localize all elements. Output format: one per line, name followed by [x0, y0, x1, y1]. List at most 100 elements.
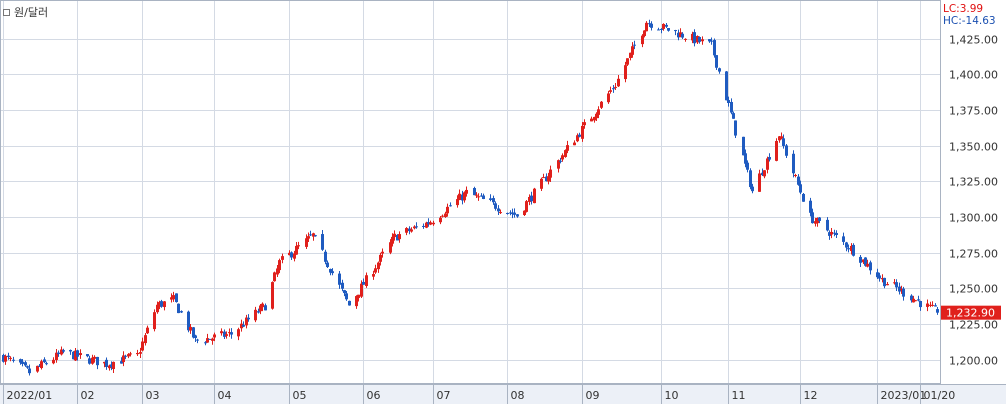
candle-body [124, 355, 127, 357]
candle-body [136, 352, 139, 355]
candle-body [120, 361, 123, 364]
x-axis-bar[interactable] [0, 384, 1006, 404]
candle-body [845, 242, 848, 248]
candle-body [713, 40, 716, 56]
candle-body [881, 277, 884, 280]
candle-body [919, 301, 922, 308]
candle-body [662, 23, 665, 29]
y-tick-label: 1,275.00 [949, 248, 998, 261]
candle-body [701, 39, 704, 42]
candle-body [766, 158, 769, 170]
candle-body [211, 338, 214, 341]
candle-body [473, 188, 476, 196]
candle-body [12, 359, 15, 361]
candle-body [357, 294, 360, 298]
y-tick-label: 1,400.00 [949, 69, 998, 82]
candle-body [797, 176, 800, 185]
candle-body [208, 338, 211, 340]
candle-body [110, 364, 113, 368]
candle-body [439, 217, 442, 223]
candle-body [213, 334, 216, 338]
candle-body [96, 356, 99, 366]
candle-body [187, 311, 190, 331]
candle-body [432, 222, 435, 225]
candle-body [28, 368, 31, 374]
candle-body [893, 282, 896, 284]
candle-body [444, 213, 447, 218]
candle-body [393, 233, 396, 238]
candle-body [926, 303, 929, 307]
candle-body [331, 271, 334, 274]
candle-body [254, 309, 257, 321]
candle-body [381, 251, 384, 254]
y-tick-label: 1,375.00 [949, 105, 998, 118]
candle-body [345, 293, 348, 300]
candle-body [374, 268, 377, 273]
candle-body [835, 233, 838, 236]
candle-body [802, 193, 805, 202]
candle-body [573, 142, 576, 146]
candle-body [220, 331, 223, 334]
candle-body [52, 359, 55, 364]
candle-body [869, 262, 872, 271]
y-tick-label: 1,350.00 [949, 141, 998, 154]
candle-body [509, 212, 512, 214]
candle-body [360, 283, 363, 297]
candle-body [691, 33, 694, 41]
candle-body [86, 354, 89, 357]
y-axis-panel[interactable] [941, 0, 1006, 384]
candle-body [297, 245, 300, 247]
candle-body [814, 221, 817, 224]
candle-body [710, 40, 713, 42]
candle-body [429, 222, 432, 225]
candle-body [547, 176, 550, 182]
candle-body [742, 136, 745, 156]
candle-body [650, 23, 653, 28]
series-marker-icon [3, 8, 10, 16]
candle-body [156, 304, 159, 313]
candle-body [204, 342, 207, 344]
candle-body [247, 317, 250, 320]
candle-body [782, 138, 785, 146]
candle-body [36, 365, 39, 372]
candle-body [758, 173, 761, 192]
candle-body [734, 120, 737, 136]
candle-body [684, 38, 687, 40]
candle-body [146, 327, 149, 334]
candle-body [309, 234, 312, 236]
candle-body [326, 262, 329, 268]
candle-body [559, 160, 562, 162]
candle-body [533, 188, 536, 204]
candle-body [931, 304, 934, 306]
candle-body [38, 365, 41, 367]
candle-body [379, 254, 382, 262]
x-tick-label: 03 [146, 389, 160, 402]
candle-body [163, 301, 166, 308]
candle-body [528, 196, 531, 202]
x-tick-label: 09 [586, 389, 600, 402]
candle-body [103, 361, 106, 364]
candle-body [708, 39, 711, 42]
candle-body [372, 274, 375, 277]
candle-body [362, 281, 365, 285]
candle-body [324, 251, 327, 262]
candle-body [141, 341, 144, 351]
candle-body [612, 88, 615, 90]
candle-body [40, 361, 43, 369]
candle-body [936, 309, 939, 313]
candle-body [405, 228, 408, 233]
candle-body [196, 339, 199, 341]
candle-body [19, 359, 22, 363]
candle-body [581, 125, 584, 139]
y-tick-label: 1,200.00 [949, 355, 998, 368]
candle-body [566, 145, 569, 151]
candle-body [600, 101, 603, 108]
candle-body [859, 256, 862, 263]
candle-body [778, 136, 781, 141]
candle-body [177, 303, 180, 314]
chart-title[interactable]: 원/달러 [3, 4, 48, 20]
candle-body [329, 268, 332, 273]
candle-body [492, 198, 495, 203]
candle-body [645, 22, 648, 32]
